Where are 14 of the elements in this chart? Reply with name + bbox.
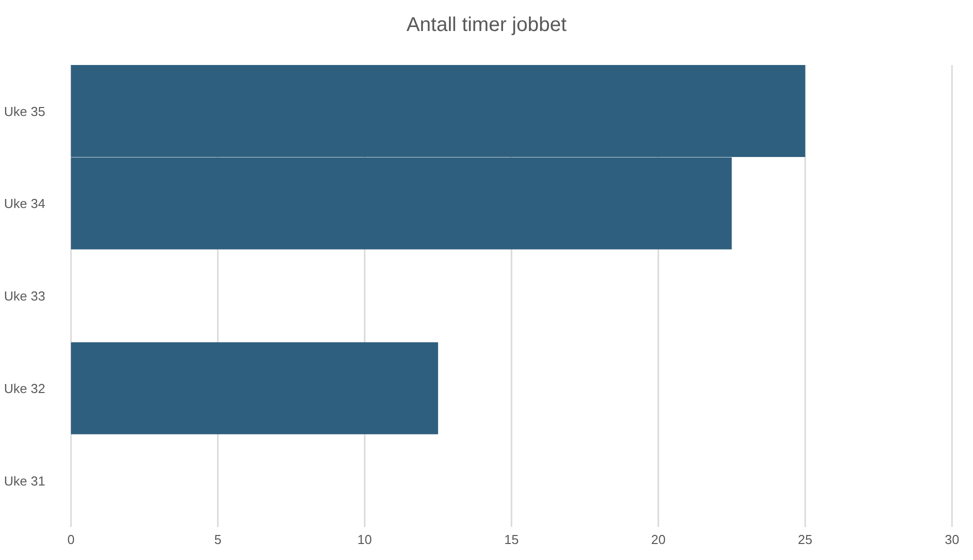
- x-tick-label: 25: [798, 532, 812, 548]
- y-tick-label: Uke 35: [4, 104, 46, 119]
- x-tick-label: 5: [214, 532, 222, 548]
- y-tick-label: Uke 32: [4, 381, 46, 396]
- y-tick-label: Uke 31: [4, 473, 46, 488]
- y-tick-label: Uke 33: [4, 288, 46, 304]
- x-tick-label: 0: [67, 532, 75, 548]
- y-tick-label: Uke 34: [4, 196, 46, 212]
- bar: [71, 342, 438, 434]
- x-tick-label: 20: [651, 532, 666, 548]
- chart-title: Antall timer jobbet: [405, 14, 568, 37]
- x-tick-label: 30: [944, 532, 960, 548]
- x-tick-label: 15: [504, 532, 519, 548]
- x-tick-label: 10: [357, 532, 372, 548]
